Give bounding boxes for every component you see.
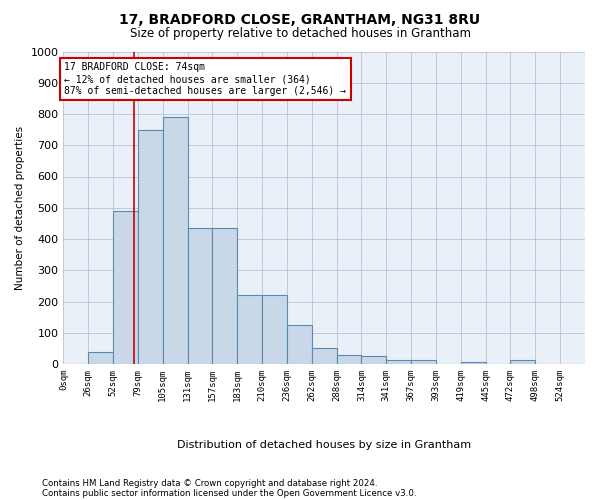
Text: Contains public sector information licensed under the Open Government Licence v3: Contains public sector information licen… [42,488,416,498]
Text: Size of property relative to detached houses in Grantham: Size of property relative to detached ho… [130,28,470,40]
Bar [461,362,485,364]
Bar [411,360,436,364]
Text: Contains HM Land Registry data © Crown copyright and database right 2024.: Contains HM Land Registry data © Crown c… [42,478,377,488]
Text: 17, BRADFORD CLOSE, GRANTHAM, NG31 8RU: 17, BRADFORD CLOSE, GRANTHAM, NG31 8RU [119,12,481,26]
X-axis label: Distribution of detached houses by size in Grantham: Distribution of detached houses by size … [177,440,471,450]
Bar [212,228,237,364]
Bar [113,211,138,364]
Bar [361,356,386,364]
Bar [386,360,411,364]
Bar [163,117,188,364]
Bar [511,360,535,364]
Bar [312,348,337,364]
Text: 17 BRADFORD CLOSE: 74sqm
← 12% of detached houses are smaller (364)
87% of semi-: 17 BRADFORD CLOSE: 74sqm ← 12% of detach… [64,62,346,96]
Bar [237,295,262,364]
Bar [188,228,212,364]
Bar [138,130,163,364]
Bar [262,295,287,364]
Bar [337,355,361,364]
Y-axis label: Number of detached properties: Number of detached properties [15,126,25,290]
Bar [88,352,113,364]
Bar [287,325,312,364]
